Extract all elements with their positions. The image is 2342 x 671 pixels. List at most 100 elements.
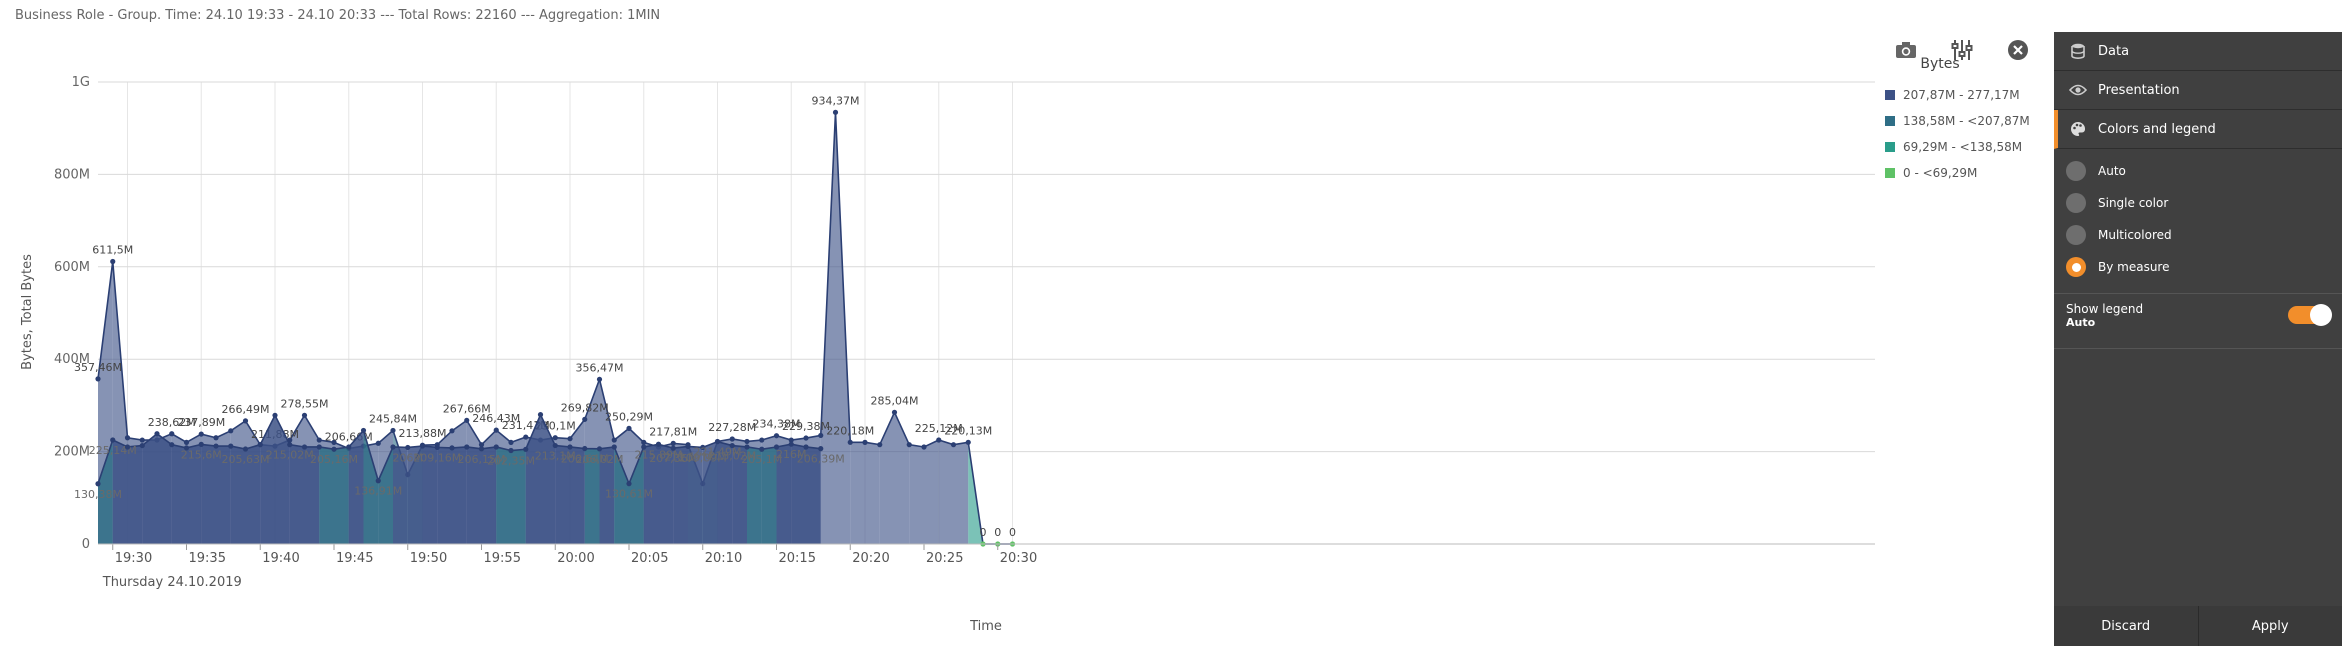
panel-section-colors-and-legend[interactable]: Colors and legend	[2054, 110, 2342, 149]
apply-button[interactable]: Apply	[2198, 606, 2342, 646]
data-point	[243, 446, 248, 451]
data-label: 206,39M	[797, 453, 845, 466]
data-label: 245,84M	[369, 412, 417, 425]
data-point	[597, 446, 602, 451]
area-segment	[880, 412, 895, 544]
y-tick-label: 200M	[54, 445, 90, 460]
data-point	[213, 435, 218, 440]
properties-panel: Data Presentation Colors and legend Auto Si…	[2054, 32, 2342, 646]
data-point	[449, 445, 454, 450]
legend-item-label: 0 - <69,29M	[1903, 166, 1977, 180]
data-label: 250,29M	[605, 410, 653, 423]
data-point	[818, 446, 823, 451]
data-point	[213, 443, 218, 448]
panel-section-label: Presentation	[2098, 83, 2180, 98]
legend-item[interactable]: 69,29M - <138,58M	[1885, 134, 2035, 160]
area-segment	[526, 415, 541, 544]
data-label: 266,49M	[222, 403, 270, 416]
area-segment	[895, 412, 910, 544]
data-point	[759, 447, 764, 452]
data-label: 934,37M	[812, 94, 860, 107]
data-point	[641, 440, 646, 445]
data-label: 611,5M	[92, 243, 133, 256]
x-tick-label: 19:50	[410, 551, 447, 566]
data-label: 278,55M	[281, 397, 329, 410]
data-point	[862, 440, 867, 445]
data-point	[582, 417, 587, 422]
x-axis-date-label: Thursday 24.10.2019	[102, 575, 242, 590]
data-point	[390, 444, 395, 449]
data-label: 206,02M	[576, 453, 624, 466]
data-point	[125, 435, 130, 440]
color-option-label: Single color	[2098, 196, 2168, 210]
radio-button[interactable]	[2066, 161, 2086, 181]
data-point	[921, 444, 926, 449]
data-label: 229,38M	[782, 420, 830, 433]
area-segment	[865, 442, 880, 544]
chart-header-title: Business Role - Group. Time: 24.10 19:33…	[15, 8, 660, 23]
x-tick-label: 20:05	[631, 551, 668, 566]
data-label: 356,47M	[576, 361, 624, 374]
legend-item-label: 207,87M - 277,17M	[1903, 88, 2020, 102]
data-point	[892, 410, 897, 415]
color-option-single-color[interactable]: Single color	[2054, 187, 2342, 219]
x-tick-label: 19:30	[115, 551, 152, 566]
show-legend-toggle[interactable]	[2288, 306, 2330, 324]
data-point	[479, 446, 484, 451]
area-segment	[541, 415, 556, 544]
data-point	[95, 481, 100, 486]
color-option-auto[interactable]: Auto	[2054, 155, 2342, 187]
area-segment	[939, 440, 954, 544]
area-segment	[909, 445, 924, 544]
data-point	[228, 428, 233, 433]
data-point	[435, 445, 440, 450]
radio-button[interactable]	[2066, 193, 2086, 213]
data-point	[612, 444, 617, 449]
data-point	[140, 443, 145, 448]
data-point	[287, 442, 292, 447]
data-label: 217,81M	[649, 425, 697, 438]
panel-section-label: Colors and legend	[2098, 122, 2216, 137]
data-point	[523, 434, 528, 439]
data-point	[626, 481, 631, 486]
data-point	[612, 437, 617, 442]
area-segment	[142, 434, 157, 544]
radio-button[interactable]	[2066, 257, 2086, 277]
legend-title: Bytes	[1845, 56, 2035, 72]
area-segment	[924, 440, 939, 544]
y-tick-label: 1G	[72, 75, 90, 90]
area-segment	[850, 442, 865, 544]
y-tick-label: 0	[82, 537, 90, 552]
data-point	[803, 444, 808, 449]
radio-button[interactable]	[2066, 225, 2086, 245]
panel-section-label: Data	[2098, 44, 2129, 59]
data-label: 136,91M	[354, 485, 402, 498]
chart-svg: 0200M400M600M800M1G357,46M611,5M238,62M2…	[0, 26, 2040, 667]
discard-button[interactable]: Discard	[2054, 606, 2198, 646]
data-label: 130,38M	[74, 488, 122, 501]
color-option-multicolored[interactable]: Multicolored	[2054, 219, 2342, 251]
panel-section-data[interactable]: Data	[2054, 32, 2342, 71]
color-option-by-measure[interactable]: By measure	[2054, 251, 2342, 283]
data-label: 220,18M	[826, 424, 874, 437]
legend-swatch	[1885, 142, 1895, 152]
legend-item[interactable]: 207,87M - 277,17M	[1885, 82, 2035, 108]
data-point	[730, 436, 735, 441]
data-point	[951, 442, 956, 447]
legend-item[interactable]: 138,58M - <207,87M	[1885, 108, 2035, 134]
data-point	[597, 377, 602, 382]
x-tick-label: 19:35	[189, 551, 226, 566]
panel-section-presentation[interactable]: Presentation	[2054, 71, 2342, 110]
y-tick-label: 800M	[54, 167, 90, 182]
data-point	[907, 442, 912, 447]
data-point	[361, 428, 366, 433]
legend-item[interactable]: 0 - <69,29M	[1885, 160, 2035, 186]
data-point	[184, 440, 189, 445]
data-label: 215,6M	[181, 448, 222, 461]
data-point	[228, 444, 233, 449]
legend-swatch	[1885, 116, 1895, 126]
data-point	[302, 413, 307, 418]
data-point	[818, 433, 823, 438]
data-point	[567, 444, 572, 449]
data-label: 237,89M	[177, 416, 225, 429]
